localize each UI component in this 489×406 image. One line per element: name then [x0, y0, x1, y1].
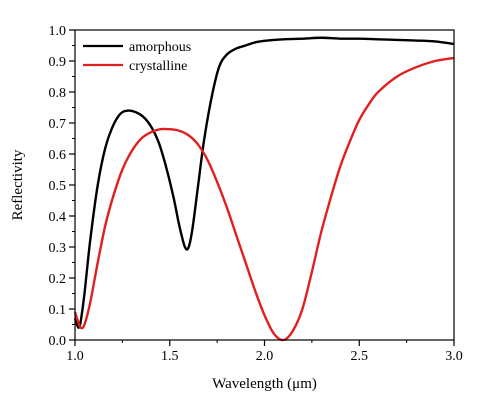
legend-label-crystalline: crystalline: [129, 59, 187, 74]
x-tick-label: 1.5: [161, 349, 179, 364]
y-tick-label: 0.8: [49, 86, 67, 101]
y-tick-label: 1.0: [49, 24, 67, 39]
x-tick-label: 3.0: [445, 349, 463, 364]
ticks-layer: 1.0 1.5 2.0 2.5 3.0 0.0 0.1 0.2 0.3 0.4 0.5 0.6 0.7 0…: [49, 24, 463, 364]
y-axis-label: Reflectivity: [10, 149, 26, 220]
legend-label-amorphous: amorphous: [129, 40, 191, 55]
y-tick-label: 0.6: [49, 148, 67, 163]
plot-frame: [74, 29, 455, 341]
x-tick-label: 2.0: [256, 349, 274, 364]
legend: amorphous crystalline: [83, 40, 191, 74]
x-axis-label: Wavelength (μm): [212, 376, 317, 392]
series-layer: [73, 36, 455, 342]
series-line-amorphous: [73, 36, 455, 329]
y-tick-label: 0.5: [49, 179, 67, 194]
x-tick-label: 1.0: [66, 349, 84, 364]
y-tick-label: 0.0: [49, 334, 67, 349]
x-tick-label: 2.5: [351, 349, 369, 364]
series-line-crystalline: [73, 56, 455, 342]
y-tick-label: 0.3: [49, 241, 67, 256]
y-tick-label: 0.9: [49, 55, 67, 70]
y-tick-label: 0.4: [49, 210, 67, 225]
y-tick-label: 0.2: [49, 272, 67, 287]
y-tick-label: 0.1: [49, 303, 67, 318]
y-tick-label: 0.7: [49, 117, 67, 132]
